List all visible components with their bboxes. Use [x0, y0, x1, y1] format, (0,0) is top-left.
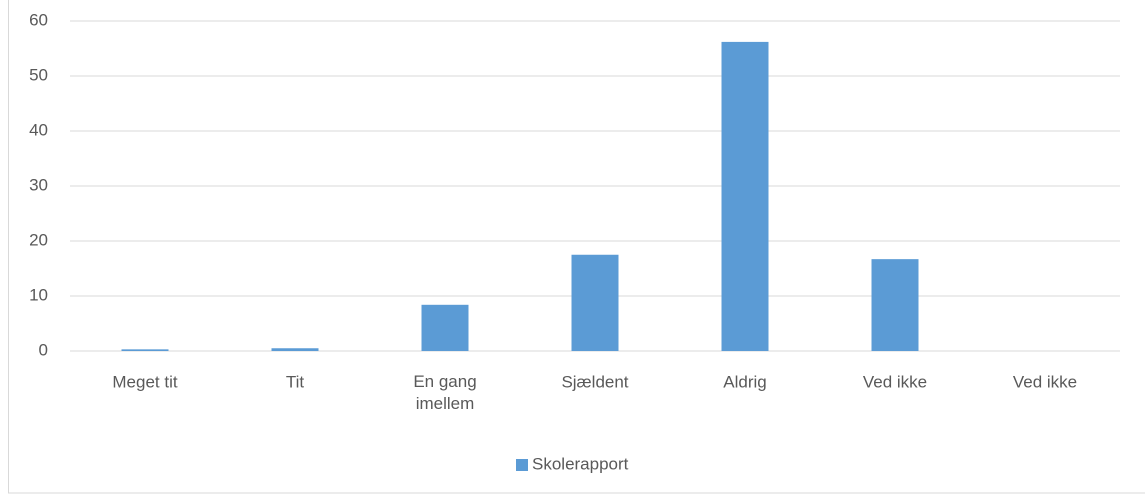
y-tick-label: 20 — [29, 230, 48, 249]
y-tick-label: 0 — [39, 340, 48, 359]
bar — [271, 348, 319, 351]
chart-frame — [8, 0, 1145, 494]
bar — [871, 259, 919, 351]
x-tick-label: Meget tit — [112, 372, 177, 391]
y-tick-label: 50 — [29, 65, 48, 84]
x-tick-label: Tit — [286, 372, 305, 391]
y-tick-label: 60 — [29, 10, 48, 29]
y-tick-label: 30 — [29, 175, 48, 194]
legend-swatch — [516, 459, 528, 471]
bar — [421, 304, 469, 351]
x-tick-label: En gang imellem — [413, 372, 476, 413]
bar — [721, 41, 769, 352]
x-tick-label: Aldrig — [723, 372, 766, 391]
bar — [571, 254, 619, 351]
bar — [121, 349, 169, 351]
x-tick-label: Ved ikke — [1013, 372, 1077, 391]
y-tick-label: 40 — [29, 120, 48, 139]
x-tick-label: Sjældent — [561, 372, 628, 391]
y-tick-label: 10 — [29, 285, 48, 304]
legend-label: Skolerapport — [532, 454, 629, 473]
x-tick-label: Ved ikke — [863, 372, 927, 391]
